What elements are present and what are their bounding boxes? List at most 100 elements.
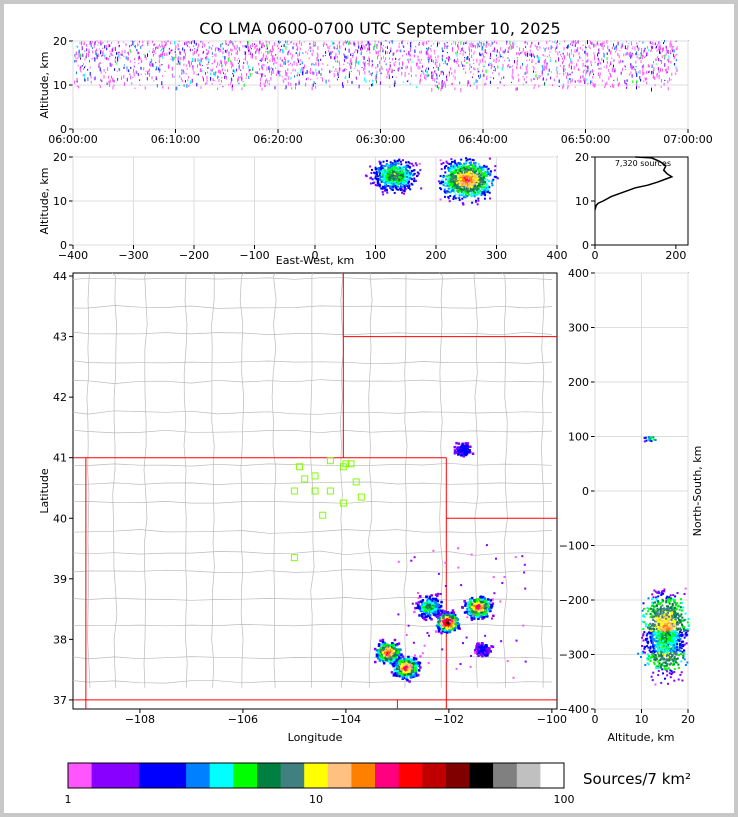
source-mark [234, 41, 236, 43]
source-mark [457, 174, 460, 177]
source-mark [429, 609, 433, 613]
source-mark [111, 48, 113, 53]
source-mark [478, 165, 481, 168]
source-mark [482, 652, 485, 655]
source-mark [260, 82, 261, 85]
source-mark [470, 186, 473, 188]
source-mark [436, 74, 438, 78]
county-line [112, 272, 118, 688]
source-mark [374, 40, 376, 43]
source-mark [496, 41, 498, 45]
source-mark [458, 193, 461, 196]
source-mark [486, 168, 489, 171]
source-mark [313, 71, 315, 75]
source-mark [261, 46, 262, 49]
source-mark [555, 50, 557, 53]
source-mark [587, 65, 589, 70]
source-mark [503, 84, 505, 87]
source-mark [434, 598, 438, 601]
source-mark [279, 49, 281, 53]
source-mark [627, 45, 629, 48]
source-mark [290, 76, 292, 80]
source-mark [262, 54, 264, 58]
x-tick-label: 06:20:00 [253, 133, 302, 146]
source-mark [110, 52, 112, 55]
source-mark [400, 49, 402, 53]
source-mark [104, 54, 106, 57]
source-mark [626, 86, 628, 89]
source-mark [145, 70, 147, 72]
source-mark [651, 65, 653, 68]
source-mark [484, 171, 487, 174]
source-mark [524, 72, 526, 75]
source-mark [429, 613, 432, 617]
source-mark [463, 50, 465, 53]
source-mark [455, 52, 457, 55]
source-mark [402, 159, 404, 162]
source-mark [563, 84, 565, 88]
source-mark [479, 596, 482, 599]
source-mark [552, 41, 554, 43]
source-mark [455, 164, 458, 167]
histogram-line [594, 156, 674, 210]
source-mark [207, 42, 209, 44]
source-mark [388, 68, 390, 71]
source-mark [659, 41, 661, 45]
source-mark [398, 169, 401, 172]
source-mark [618, 55, 620, 59]
source-mark [250, 48, 252, 50]
source-mark [285, 46, 287, 50]
source-mark [459, 168, 462, 171]
source-mark [157, 46, 158, 49]
source-mark [463, 185, 466, 188]
source-mark [369, 182, 372, 185]
source-mark [93, 44, 95, 48]
source-mark [548, 68, 550, 72]
source-mark [307, 77, 309, 80]
source-mark [488, 186, 491, 189]
source-mark [587, 69, 589, 73]
source-mark [578, 52, 580, 56]
source-mark [112, 77, 114, 81]
source-mark [416, 606, 419, 610]
source-mark [402, 40, 404, 42]
source-mark [446, 74, 448, 77]
source-mark [93, 57, 95, 59]
source-mark [555, 59, 557, 63]
source-mark [90, 75, 92, 79]
source-mark [304, 64, 305, 69]
source-mark [484, 644, 487, 648]
source-mark [367, 47, 368, 51]
source-mark [545, 78, 547, 81]
source-mark [360, 47, 362, 51]
source-mark [473, 45, 475, 48]
source-mark [651, 46, 652, 51]
source-mark [667, 87, 669, 91]
source-mark [567, 86, 569, 90]
source-mark [221, 42, 223, 45]
source-mark [331, 51, 333, 53]
source-mark [600, 43, 602, 46]
source-mark [531, 59, 533, 63]
source-mark [642, 67, 644, 72]
source-mark [325, 43, 327, 45]
source-mark [174, 41, 176, 45]
source-mark [630, 71, 632, 74]
source-mark [470, 616, 473, 620]
source-mark [211, 70, 213, 72]
source-mark [522, 83, 524, 86]
source-mark [512, 68, 514, 71]
source-mark [466, 173, 469, 176]
source-mark [107, 40, 109, 43]
source-mark [96, 52, 98, 57]
source-mark [406, 177, 409, 180]
source-mark [444, 45, 446, 49]
source-mark [409, 53, 411, 57]
source-mark [469, 181, 472, 184]
source-mark [351, 62, 353, 65]
source-mark [612, 66, 614, 70]
source-mark [394, 168, 397, 171]
source-mark [146, 42, 148, 45]
source-mark [134, 62, 136, 64]
